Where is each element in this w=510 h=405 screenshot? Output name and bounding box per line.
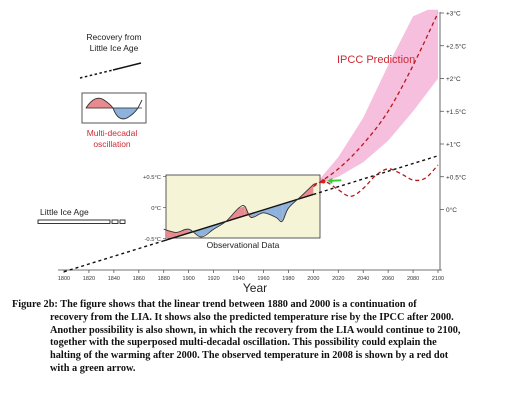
caption-line-4: together with the superposed multi-decad… [50,337,437,349]
oscillation-label-line2: oscillation [93,139,131,149]
x-axis-title: Year [243,281,267,295]
inset-tick-label: +0.5°C [143,175,161,181]
series-layer [63,12,439,273]
inset-tick-label: 0°C [151,206,161,212]
lia-legend: Little Ice Age [37,207,126,224]
oscillation-legend: Multi-decadal oscillation [81,92,147,149]
caption-line-2: recovery from the LIA. It shows also the… [50,311,454,323]
inset-axis-layer: +0.5°C 0°C -0.5°C [143,175,166,243]
cool-anomaly-fill [282,202,289,222]
lia-bar-segment-2 [119,219,126,224]
right-tick-label: +3°C [446,10,461,18]
inset-tick-label: -0.5°C [145,237,162,243]
right-tick-label: +1.5°C [446,108,466,116]
observational-data-line [163,184,314,238]
caption-line-5: halting of the warming after 2000. The o… [50,350,449,362]
caption-line-6: with a green arrow. [50,362,136,374]
recovery-legend-dashed-line [79,69,114,79]
right-tick-label: 0°C [446,206,457,214]
lia-recovery-trend-dashed [63,240,164,273]
main-axes: 1800 1820 1840 1860 1880 1900 1920 1940 1960 1980… [58,10,467,283]
x-tick-label: 1800 [58,276,70,282]
x-tick-label: 2080 [407,276,419,282]
observed-2008-marker [321,177,342,184]
ipcc-band-layer [313,9,438,187]
right-tick-label: +1°C [446,141,461,149]
right-tick-label: +2°C [446,75,461,83]
lia-recovery-trend-solid [163,193,314,242]
recovery-oscillation-line [313,164,439,198]
recovery-legend: Recovery from Little Ice Age [79,32,142,79]
ipcc-uncertainty-band [313,9,438,187]
warm-anomaly-fill [238,206,245,218]
x-tick-label: 1900 [183,276,195,282]
x-tick-label: 1960 [257,276,269,282]
lia-bar [37,219,111,224]
caption-line-3: Another possibility is also shown, in wh… [50,324,461,336]
green-arrow-head [327,177,333,184]
x-tick-label: 2000 [307,276,319,282]
x-tick-label: 2060 [382,276,394,282]
x-tick-label: 2100 [432,276,444,282]
warm-anomaly-fill [176,229,189,237]
ipcc-prediction-label: IPCC Prediction [337,54,415,66]
right-tick-label: +2.5°C [446,42,466,50]
cool-anomaly-fill [275,204,283,222]
observed-2008-dot [321,179,326,184]
cool-anomaly-fill [263,206,276,218]
observational-data-label: Observational Data [207,240,280,250]
lia-label: Little Ice Age [40,207,89,217]
recovery-label-line1: Recovery from [86,32,141,42]
x-tick-label: 1920 [207,276,219,282]
x-tick-label: 2040 [357,276,369,282]
x-tick-label: 1980 [282,276,294,282]
x-tick-label: 1860 [133,276,145,282]
cool-anomaly-fill [188,229,202,237]
oscillation-label-line1: Multi-decadal [87,128,138,138]
chart-figure: 1800 1820 1840 1860 1880 1900 1920 1940 1960 1980… [37,9,467,295]
x-tick-label: 1840 [108,276,120,282]
right-tick-label: +0.5°C [446,173,466,181]
x-tick-label: 1820 [83,276,95,282]
recovery-label-line2: Little Ice Age [90,43,139,53]
cool-anomaly-fill [251,209,264,218]
observational-inset [165,174,321,239]
x-tick-label: 2020 [332,276,344,282]
x-tick-label: 1880 [158,276,170,282]
x-tick-label: 1940 [232,276,244,282]
caption-line-1: Figure 2b: The figure shows that the lin… [12,299,417,310]
lia-bar-segment-1 [111,219,119,224]
figure-caption: Figure 2b: The figure shows that the lin… [12,299,500,376]
lia-recovery-trend-projection [313,155,439,196]
recovery-legend-solid-line [112,62,142,71]
ipcc-prediction-line [312,12,439,188]
